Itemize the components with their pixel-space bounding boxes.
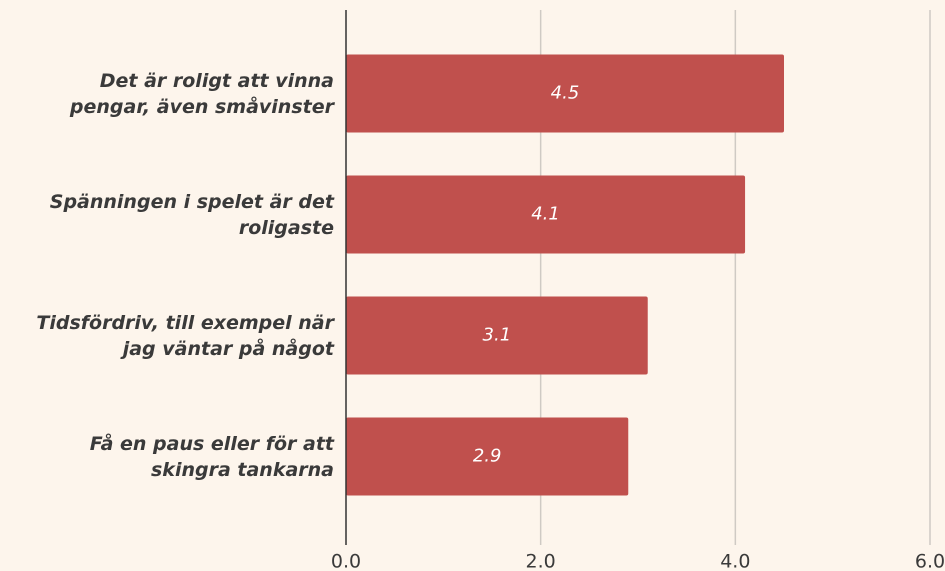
data-label: 4.5 [551,83,580,104]
data-label: 2.9 [473,446,502,467]
data-label: 3.1 [483,325,512,346]
x-tick-label: 6.0 [915,551,945,571]
bar [346,296,648,375]
bar [346,54,784,133]
bar [346,417,629,496]
x-tick-label: 4.0 [720,551,750,571]
y-tick-label: Det är roligt att vinna pengar, även små… [69,69,334,118]
y-tick-label: Spänningen i spelet är det roligaste [49,190,334,239]
x-tick-label: 2.0 [526,551,556,571]
data-label: 4.1 [531,204,560,225]
y-tick-label: Få en paus eller för att skingra tankarn… [89,432,334,481]
y-tick-label: Tidsfördriv, till exempel när jag väntar… [36,311,334,360]
x-tick-label: 0.0 [331,551,361,571]
bar [346,175,746,254]
